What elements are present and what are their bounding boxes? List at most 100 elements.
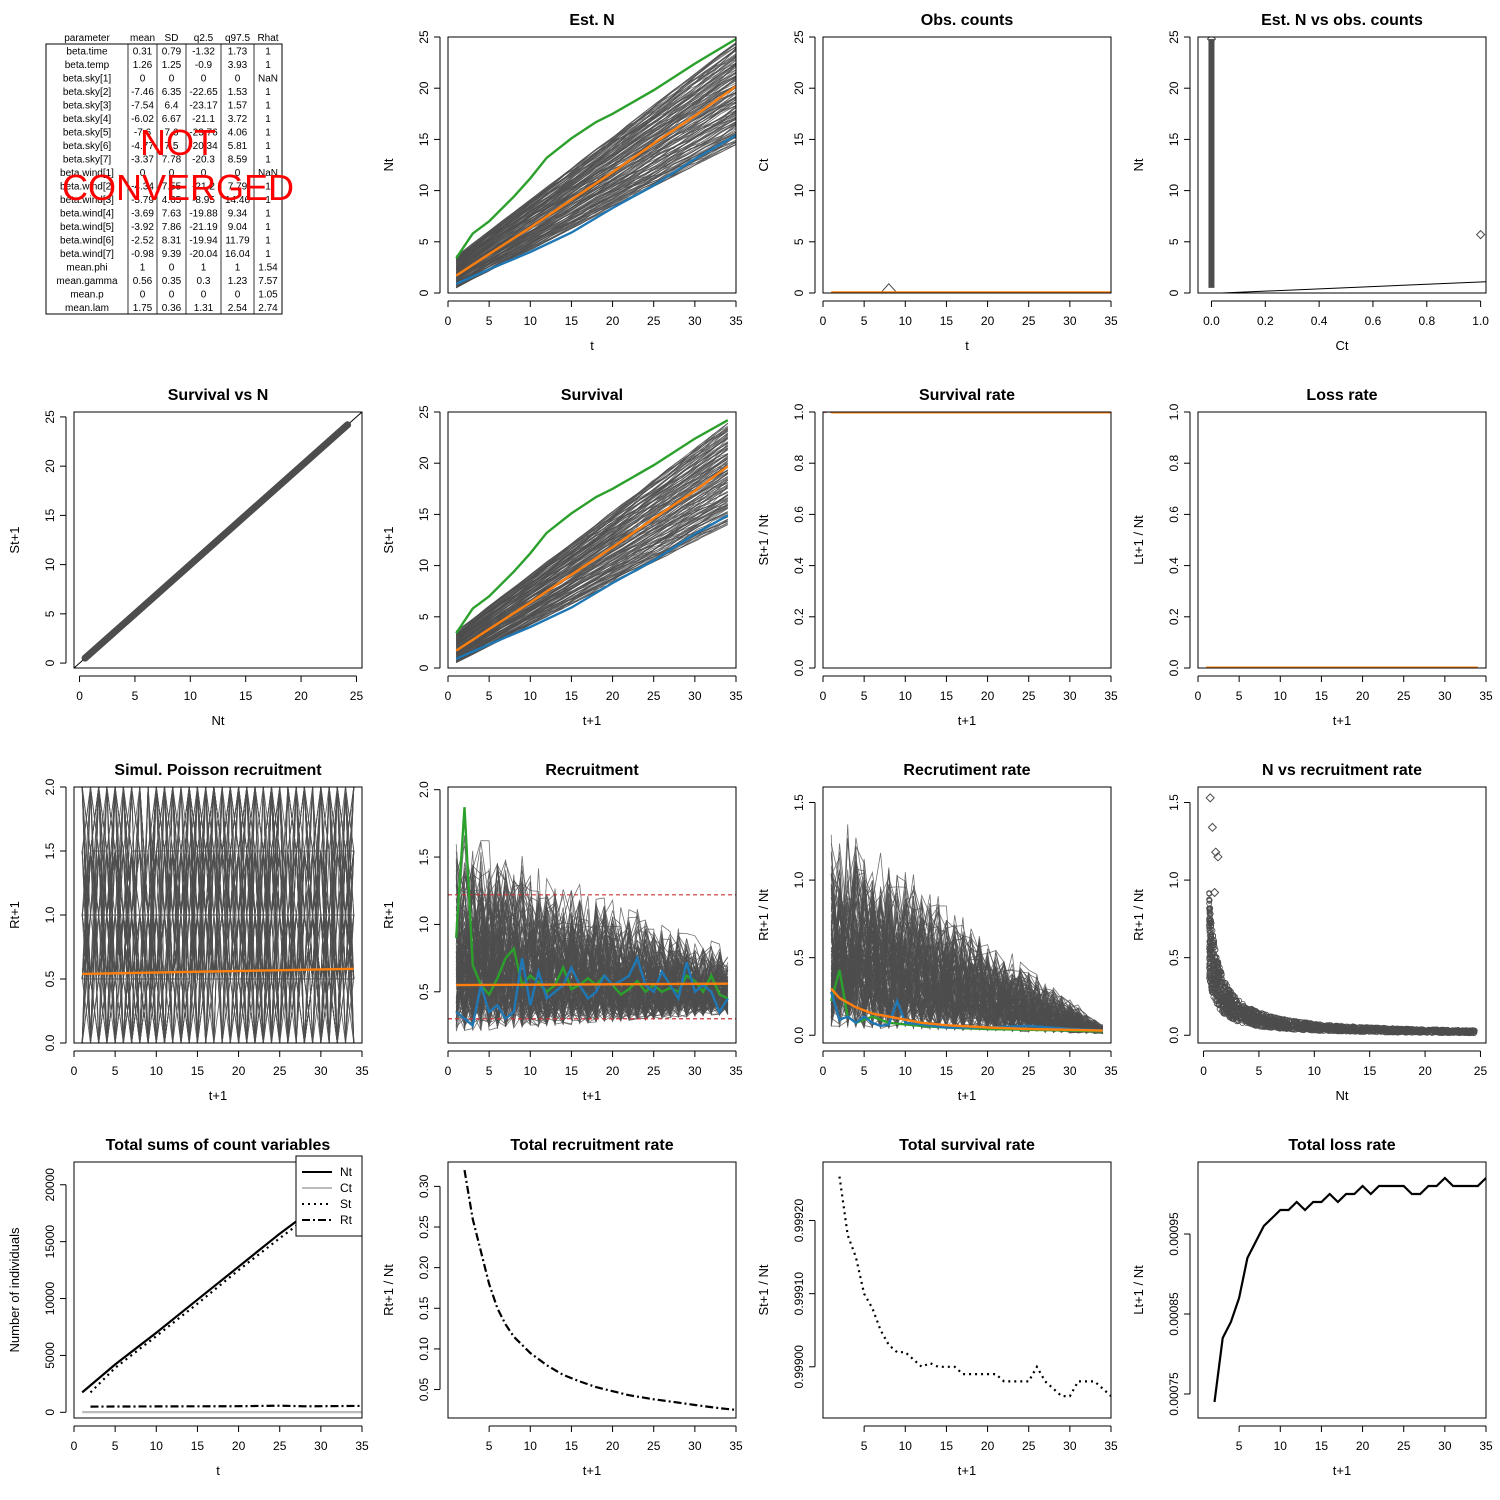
y-tick-label: 0.20: [417, 1256, 431, 1280]
y-tick-label: 2.0: [43, 778, 57, 795]
x-tick-label: 10: [524, 314, 538, 328]
table-cell: 1: [265, 60, 271, 71]
scatter-point: [1330, 1027, 1337, 1034]
scatter-point: [1355, 1028, 1362, 1035]
y-tick-label: 5: [43, 610, 57, 617]
x-tick-label: 10: [524, 689, 538, 703]
y-tick-label: 0.00075: [1167, 1372, 1181, 1416]
table-cell: 3.72: [228, 114, 248, 125]
table-cell: 0: [235, 74, 241, 85]
x-tick-label: 15: [565, 689, 579, 703]
table-cell: 7.78: [162, 155, 182, 166]
x-tick-label: 25: [1474, 1064, 1488, 1078]
scatter-point: [1207, 948, 1214, 954]
y-tick-label: 0.10: [417, 1337, 431, 1361]
table-cell: mean.lam: [65, 303, 109, 314]
scatter-point: [1226, 993, 1233, 1000]
scatter-point: [1209, 955, 1216, 962]
scatter-point: [1217, 990, 1224, 997]
table-cell: 0: [169, 74, 175, 85]
not-converged-stamp: CONVERGED: [62, 167, 294, 208]
x-tick-label: 15: [1315, 1439, 1329, 1453]
posterior-draw-line: [455, 501, 728, 656]
plot-frame: [73, 411, 363, 669]
plot-frame: [73, 786, 363, 1044]
scatter-point: [1206, 966, 1213, 973]
x-tick-label: 20: [606, 314, 620, 328]
scatter-point: [1206, 927, 1213, 934]
series-line-mean: [830, 987, 1103, 1032]
plot-area: [74, 412, 362, 668]
y-tick-label: 0.99920: [792, 1199, 806, 1243]
x-tick-label: 0.0: [1203, 314, 1220, 328]
panel-title: Total recruitment rate: [510, 1137, 673, 1154]
y-axis-label: St+1: [381, 526, 396, 553]
posterior-draw-line: [455, 85, 736, 271]
table-header: SD: [165, 33, 179, 44]
plot-frame: [447, 786, 737, 1044]
x-tick-label: 25: [647, 314, 661, 328]
x-tick-label: 5: [486, 314, 493, 328]
x-tick-label: 20: [232, 1439, 246, 1453]
scatter-point: [1337, 1027, 1343, 1034]
y-tick-label: 0.0: [1167, 1027, 1181, 1044]
x-tick-label: 5: [861, 1439, 868, 1453]
scatter-point: [1231, 1016, 1237, 1023]
table-cell: 0: [201, 290, 207, 301]
scatter-point: [1218, 972, 1225, 978]
scatter-point: [1206, 916, 1213, 923]
x-tick-label: 15: [565, 314, 579, 328]
x-tick-label: 35: [1104, 314, 1118, 328]
posterior-draw-line: [455, 78, 736, 269]
table-cell: 1: [265, 236, 271, 247]
x-tick-label: 0.4: [1311, 314, 1328, 328]
scatter-point: [1380, 1028, 1386, 1035]
plot-frame: [447, 411, 737, 669]
x-tick-label: 25: [647, 1439, 661, 1453]
x-tick-label: 10: [150, 1064, 164, 1078]
scatter-point: [1207, 915, 1213, 921]
x-tick-label: 20: [1418, 1064, 1432, 1078]
scatter-point: [1274, 1020, 1280, 1026]
panel-loss-rate: Loss rate t+1 Lt+1 / Nt 0 5 10 15 20 25 30 35 0.0 0.…: [1131, 387, 1493, 728]
scatter-point: [1471, 1028, 1478, 1034]
posterior-draw-line: [455, 63, 736, 263]
panel-title: Est. N: [569, 12, 614, 29]
table-cell: beta.wind[6]: [60, 236, 114, 247]
posterior-draw-line: [455, 422, 729, 632]
legend-box: [295, 1155, 363, 1237]
x-tick-label: 15: [565, 1439, 579, 1453]
table-cell: 7.86: [162, 222, 182, 233]
x-axis-label: t+1: [958, 1463, 976, 1478]
x-axis-label: Nt: [212, 713, 225, 728]
table-cell: 0.3: [197, 276, 211, 287]
scatter-point: [1206, 962, 1213, 969]
scatter-point: [1456, 1028, 1462, 1035]
y-tick-label: 0.0: [43, 1034, 57, 1051]
y-tick-label: 15000: [43, 1225, 57, 1259]
scatter-point: [1462, 1027, 1469, 1034]
table-header: q2.5: [194, 33, 214, 44]
table-cell: 0.35: [162, 276, 182, 287]
x-tick-label: 30: [688, 689, 702, 703]
scatter-point: [1438, 1029, 1444, 1035]
panel-recruitment-rate: Recrutiment rate t+1 Rt+1 / Nt 0 5 10 15 20 25 30…: [756, 762, 1118, 1103]
y-tick-label: 0.00095: [1167, 1212, 1181, 1256]
y-tick-label: 1.0: [1167, 403, 1181, 420]
x-axis-label: t: [216, 1463, 220, 1478]
posterior-draw-line: [830, 881, 1104, 1034]
posterior-draw-line: [456, 102, 736, 275]
table-cell: -4.34: [131, 182, 154, 193]
posterior-draw-line: [455, 77, 736, 268]
scatter-point: [1444, 1027, 1451, 1034]
table-cell: 7.63: [162, 209, 182, 220]
posterior-draw-line: [455, 428, 729, 634]
y-axis-label: St+1 / Nt: [756, 514, 771, 565]
table-cell: -23.17: [189, 101, 218, 112]
x-tick-label: 25: [1397, 1439, 1411, 1453]
data-point: [1211, 847, 1221, 857]
data-point: [1475, 229, 1486, 240]
scatter-point: [1267, 1019, 1273, 1025]
scatter-point: [1230, 992, 1237, 998]
